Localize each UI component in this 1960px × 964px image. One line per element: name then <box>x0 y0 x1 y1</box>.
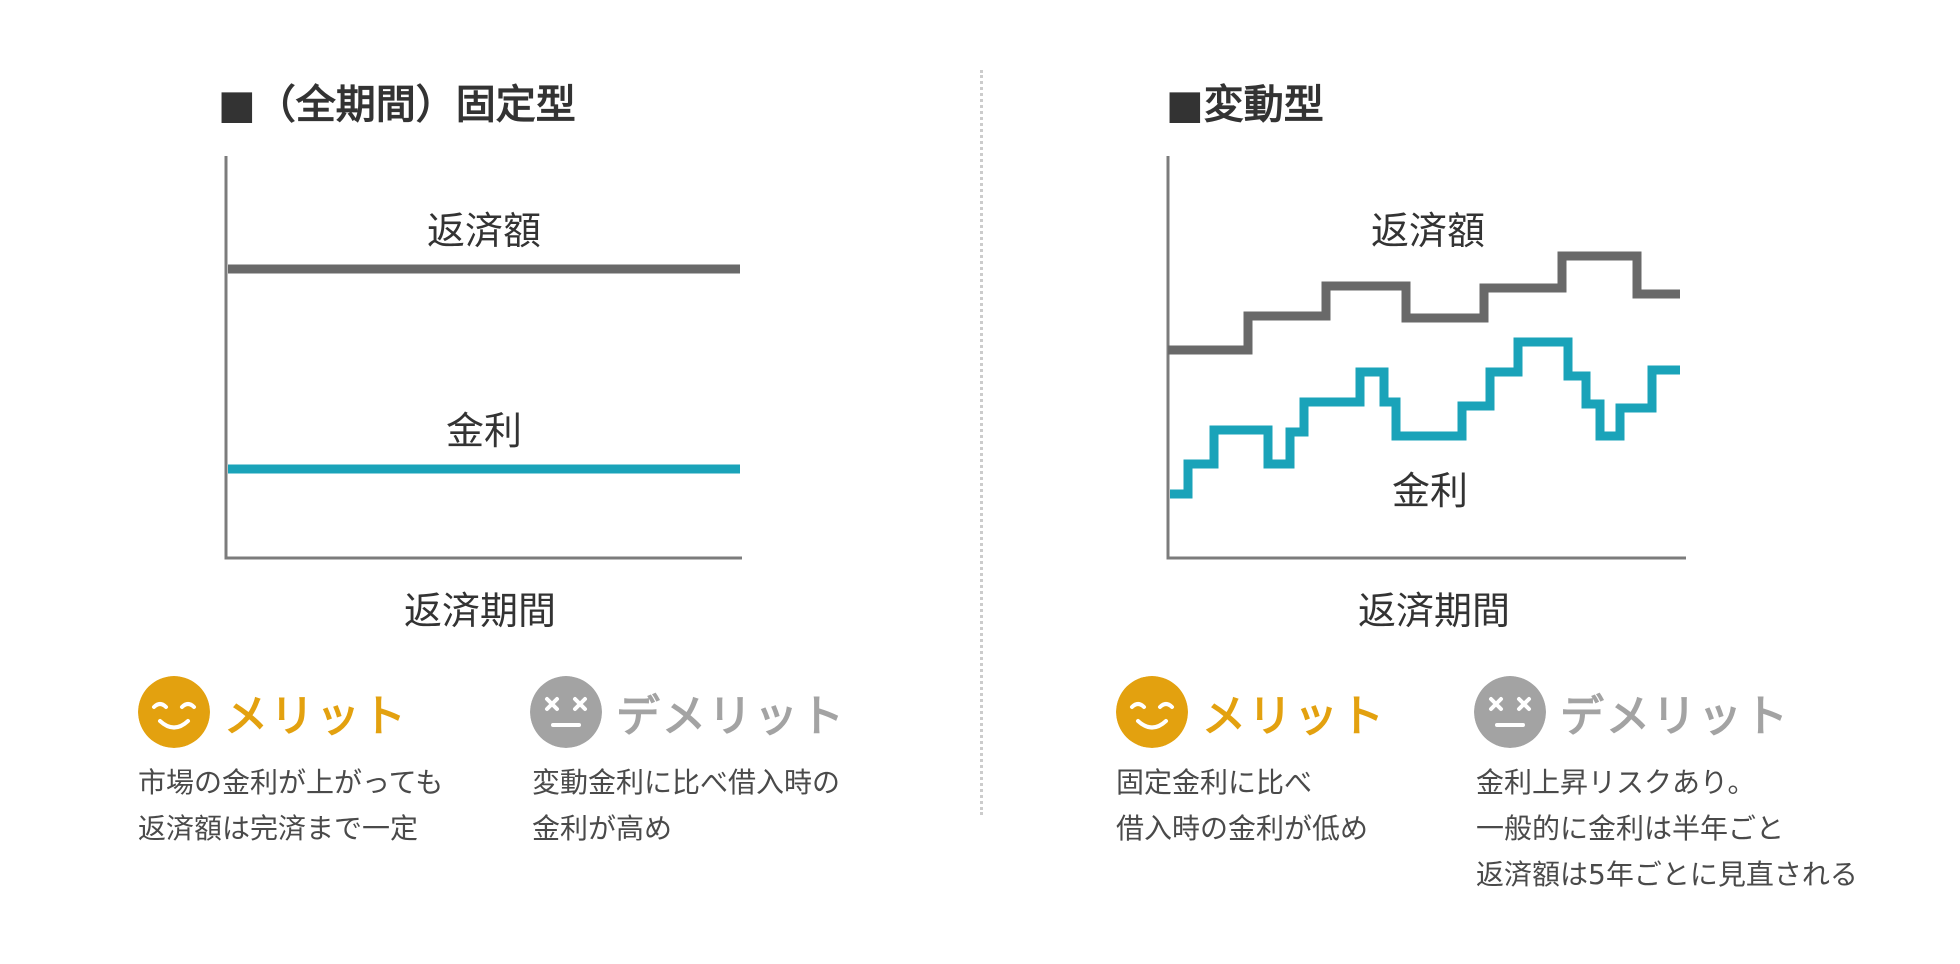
variable-merit-line-1: 固定金利に比べ <box>1116 766 1313 799</box>
fixed-repayment-label: 返済額 <box>427 209 541 253</box>
dizzy-face-icon <box>530 676 602 748</box>
variable-repayment-line <box>1168 251 1680 355</box>
variable-demerit-line-1: 金利上昇リスクあり。 <box>1476 766 1756 799</box>
variable-repayment-label: 返済額 <box>1371 209 1485 253</box>
variable-interest-line <box>1170 337 1680 499</box>
fixed-x-axis-label: 返済期間 <box>404 589 556 633</box>
variable-merit-text: 固定金利に比べ 借入時の金利が低め <box>1116 760 1368 852</box>
variable-demerit-line-3: 返済額は5年ごとに見直される <box>1476 858 1858 891</box>
panel-divider <box>980 70 983 815</box>
fixed-demerit-text: 変動金利に比べ借入時の 金利が高め <box>532 760 840 852</box>
variable-merit-line-2: 借入時の金利が低め <box>1116 812 1369 845</box>
variable-demerit-line-2: 一般的に金利は半年ごと <box>1476 812 1785 845</box>
dizzy-face-icon <box>1474 676 1546 748</box>
variable-merit-badge: メリット <box>1116 676 1386 748</box>
fixed-merit-line-1: 市場の金利が上がっても <box>138 766 444 799</box>
fixed-rate-title: ■（全期間）固定型 <box>218 82 576 128</box>
variable-x-axis-label: 返済期間 <box>1358 589 1510 633</box>
smiling-face-icon <box>1116 676 1188 748</box>
variable-axes <box>1166 156 1686 560</box>
variable-interest-label: 金利 <box>1392 469 1468 513</box>
fixed-demerit-line-1: 変動金利に比べ借入時の <box>532 766 841 799</box>
fixed-merit-badge: メリット <box>138 676 408 748</box>
fixed-demerit-badge: デメリット <box>530 676 846 748</box>
fixed-merit-line-2: 返済額は完済まで一定 <box>138 812 419 845</box>
fixed-merit-text: 市場の金利が上がっても 返済額は完済まで一定 <box>138 760 443 852</box>
variable-merit-label: メリット <box>1202 691 1386 742</box>
fixed-demerit-label: デメリット <box>616 691 846 742</box>
fixed-merit-label: メリット <box>224 691 408 742</box>
variable-demerit-badge: デメリット <box>1474 676 1790 748</box>
variable-rate-title: ■変動型 <box>1166 82 1324 128</box>
variable-rate-chart: 返済額 金利 返済期間 <box>1166 156 1686 633</box>
fixed-rate-chart: 返済額 金利 返済期間 <box>224 156 742 633</box>
fixed-interest-label: 金利 <box>446 409 522 453</box>
variable-demerit-label: デメリット <box>1560 691 1790 742</box>
smiling-face-icon <box>138 676 210 748</box>
fixed-demerit-line-2: 金利が高め <box>532 812 673 845</box>
variable-demerit-text: 金利上昇リスクあり。 一般的に金利は半年ごと 返済額は5年ごとに見直される <box>1476 760 1858 898</box>
fixed-axes <box>224 156 742 560</box>
